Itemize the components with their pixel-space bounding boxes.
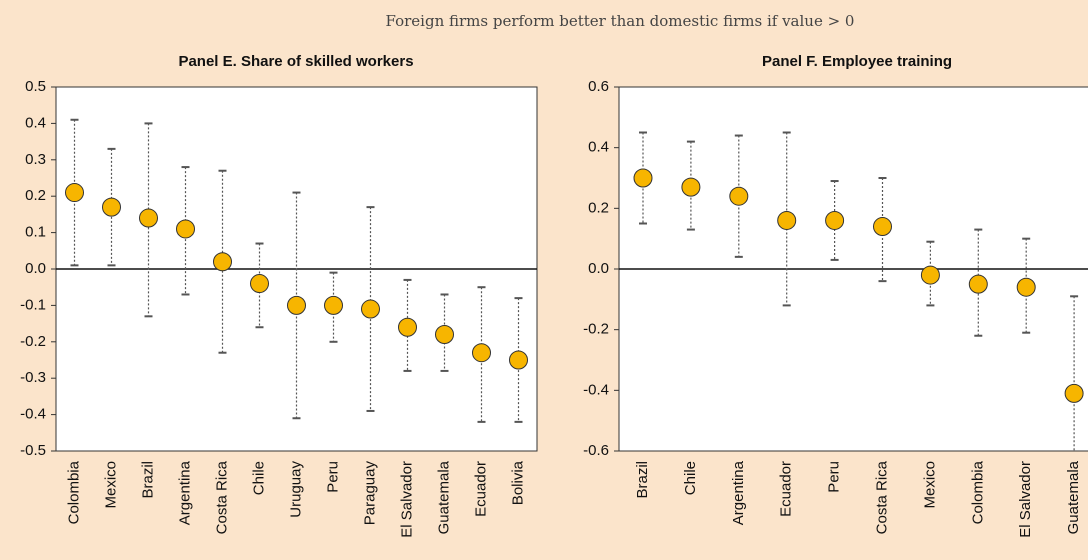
y-tick-label: 0.4 <box>25 114 46 131</box>
y-tick-label: 0.2 <box>588 199 609 216</box>
y-tick-label: 0.3 <box>25 151 46 168</box>
y-tick-label: -0.6 <box>583 442 609 459</box>
x-tick-label: Chile <box>682 461 699 495</box>
y-tick-label: -0.2 <box>20 333 46 350</box>
point <box>777 210 797 230</box>
header: Foreign firms perform better than domest… <box>386 12 855 30</box>
point <box>65 183 84 203</box>
point <box>920 265 940 285</box>
x-tick-label: Paraguay <box>361 461 378 526</box>
y-tick-label: 0.5 <box>25 78 46 95</box>
point <box>968 274 988 294</box>
marks <box>633 131 1084 451</box>
x-tick-label: Bolivia <box>509 460 526 505</box>
x-tick-label: El Salvador <box>398 461 415 538</box>
x-tick-label: El Salvador <box>1017 461 1034 538</box>
point <box>509 350 528 370</box>
point <box>176 219 195 239</box>
point <box>102 197 121 217</box>
point <box>287 295 306 315</box>
x-tick-label: Mexico <box>921 461 938 509</box>
x-tick-label: Uruguay <box>287 461 304 518</box>
panel-title: Panel F. Employee training <box>762 53 952 70</box>
x-tick-label: Colombia <box>969 460 986 524</box>
point <box>435 325 454 345</box>
point <box>1016 277 1036 297</box>
point <box>324 295 343 315</box>
x-tick-label: Brazil <box>139 461 156 499</box>
x-tick-label: Mexico <box>102 461 119 509</box>
x-tick-label: Costa Rica <box>873 460 890 534</box>
x-tick-label: Ecuador <box>472 461 489 517</box>
y-tick-label: -0.1 <box>20 296 46 313</box>
y-tick-label: -0.4 <box>20 406 46 423</box>
x-tick-label: Peru <box>826 461 843 493</box>
y-tick-label: 0.0 <box>25 260 46 277</box>
x-tick-label: Guatemala <box>435 460 452 534</box>
point <box>361 299 380 319</box>
point <box>1064 383 1084 403</box>
y-tick-label: -0.4 <box>583 381 609 398</box>
point <box>139 208 158 228</box>
x-tick-label: Guatemala <box>1065 460 1082 534</box>
y-tick-label: 0.1 <box>25 224 46 241</box>
y-tick-label: -0.5 <box>20 442 46 459</box>
x-tick-label: Argentina <box>176 460 193 525</box>
y-tick-label: 0.0 <box>588 260 609 277</box>
point <box>729 186 749 206</box>
y-tick-label: -0.2 <box>583 321 609 338</box>
y-tick-label: 0.6 <box>588 78 609 95</box>
x-tick-label: Costa Rica <box>213 460 230 534</box>
point <box>213 252 232 272</box>
point <box>398 317 417 337</box>
x-tick-label: Colombia <box>65 460 82 524</box>
x-tick-label: Peru <box>324 461 341 493</box>
point <box>472 343 491 363</box>
y-tick-label: 0.4 <box>588 139 609 156</box>
x-tick-label: Argentina <box>730 460 747 525</box>
x-tick-label: Ecuador <box>778 461 795 517</box>
x-tick-label: Chile <box>250 461 267 495</box>
point <box>250 274 269 294</box>
panel-title: Panel E. Share of skilled workers <box>178 53 413 70</box>
point <box>873 217 892 237</box>
point <box>633 168 653 188</box>
x-tick-label: Brazil <box>634 461 651 499</box>
point <box>825 210 845 230</box>
y-tick-label: 0.2 <box>25 187 46 204</box>
point <box>681 177 701 197</box>
marks <box>65 118 528 423</box>
y-tick-label: -0.3 <box>20 369 46 386</box>
